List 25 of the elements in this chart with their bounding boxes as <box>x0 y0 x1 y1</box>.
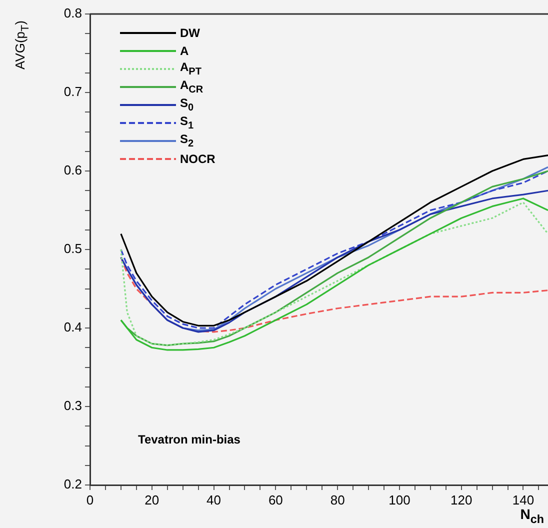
legend-label: A <box>180 44 189 58</box>
legend-label: DW <box>180 26 200 40</box>
legend-label: A$_{PT}$ <box>180 60 202 78</box>
legend-label: A$_{CR}$ <box>180 78 204 96</box>
legend-label: S$_{1}$ <box>180 114 194 132</box>
y-tick-label: 0.8 <box>64 6 82 21</box>
legend-label: NOCR <box>180 152 216 166</box>
y-tick-label: 0.4 <box>64 320 82 335</box>
annotation: Tevatron min-bias <box>138 432 241 446</box>
x-tick-label: 80 <box>330 492 345 508</box>
x-tick-label: 20 <box>144 492 160 508</box>
x-tick-label: 0 <box>86 492 94 508</box>
y-tick-label: 0.3 <box>64 398 82 414</box>
x-tick-label: 60 <box>268 492 283 508</box>
y-tick-label: 0.2 <box>64 476 82 492</box>
legend-label: S$_{2}$ <box>180 132 194 150</box>
x-tick-label: 40 <box>206 492 222 508</box>
y-tick-label: 0.6 <box>64 162 82 178</box>
x-tick-label: 140 <box>512 492 534 508</box>
legend-label: S$_{0}$ <box>180 96 194 114</box>
x-tick-label: 120 <box>450 492 472 508</box>
x-axis-title: N$_{ch}$ <box>520 506 544 526</box>
x-tick-label: 100 <box>388 492 410 508</box>
y-tick-label: 0.7 <box>64 84 82 100</box>
y-tick-label: 0.5 <box>64 241 82 256</box>
